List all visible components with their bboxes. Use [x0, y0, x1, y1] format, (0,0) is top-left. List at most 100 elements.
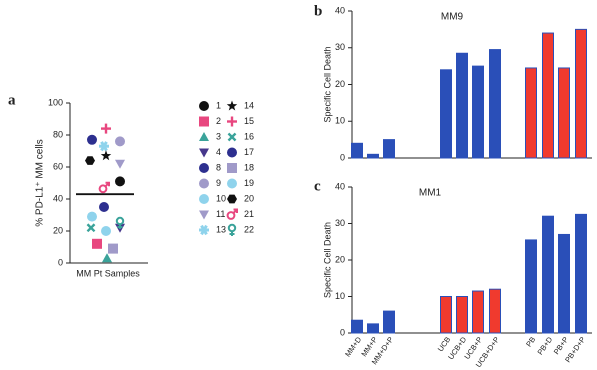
legend-label: 16 — [244, 131, 254, 141]
marker — [87, 134, 97, 145]
marker-shape — [233, 208, 238, 213]
marker — [86, 223, 96, 233]
x-axis-label: MM Pt Samples — [76, 268, 140, 278]
bar — [351, 319, 363, 334]
marker-shape — [108, 243, 118, 254]
bar — [472, 290, 484, 334]
legend-marker — [199, 224, 209, 236]
marker-shape — [92, 238, 102, 249]
marker-shape — [227, 178, 237, 189]
bar — [575, 28, 587, 159]
legend-label: 18 — [244, 162, 254, 172]
legend-label: 11 — [216, 209, 225, 219]
bar — [351, 142, 363, 159]
marker-shape — [86, 223, 96, 233]
marker — [99, 202, 109, 212]
marker-shape — [199, 148, 209, 158]
bar — [558, 67, 570, 159]
bar — [472, 65, 484, 159]
marker-shape — [100, 150, 112, 161]
marker — [87, 211, 97, 222]
marker-shape — [199, 194, 209, 204]
bar — [456, 52, 468, 159]
marker-shape — [200, 224, 208, 236]
legend-marker — [226, 208, 238, 220]
marker-shape — [115, 136, 125, 147]
marker — [101, 226, 111, 236]
bar — [525, 67, 537, 159]
legend-label: 14 — [244, 100, 254, 110]
marker-shape — [227, 147, 237, 158]
legend-marker — [199, 163, 209, 173]
panel-letter: c — [314, 178, 321, 194]
marker — [115, 136, 125, 147]
y-axis-label: % PD-L1⁺ MM cells — [35, 139, 46, 227]
marker-shape — [227, 223, 237, 233]
legend-label: 10 — [216, 193, 226, 203]
marker — [100, 150, 112, 161]
legend-marker — [199, 210, 209, 220]
y-tick-label: 60 — [53, 161, 63, 171]
y-tick-label: 40 — [335, 181, 345, 191]
x-tick-label: PB+D — [536, 335, 555, 357]
marker-shape — [199, 101, 209, 111]
marker — [108, 243, 118, 254]
bar — [558, 233, 570, 334]
y-tick-label: 100 — [48, 97, 63, 107]
legend-marker — [199, 116, 209, 127]
bar — [542, 215, 554, 334]
legend-marker — [227, 178, 237, 189]
panel-letter: b — [314, 3, 322, 19]
y-tick-label: 40 — [335, 5, 345, 15]
legend-marker — [227, 116, 237, 127]
bar — [575, 213, 587, 334]
marker-shape — [101, 226, 111, 236]
marker-shape — [105, 181, 110, 187]
marker-shape — [99, 202, 109, 212]
marker-shape — [115, 176, 125, 187]
bar — [367, 323, 379, 334]
marker-shape — [115, 159, 125, 169]
legend-label: 19 — [244, 178, 254, 188]
bar — [489, 288, 501, 334]
bar — [542, 32, 554, 159]
marker-shape — [227, 163, 237, 173]
y-tick-label: 10 — [335, 116, 345, 126]
legend-label: 13 — [216, 224, 226, 234]
marker-shape — [227, 132, 237, 142]
legend-marker — [227, 147, 237, 158]
bar — [456, 296, 468, 334]
legend-marker — [227, 223, 237, 236]
marker-shape — [226, 100, 238, 111]
y-tick-label: 40 — [53, 193, 63, 203]
legend-label: 3 — [216, 131, 221, 141]
marker-shape — [102, 253, 112, 263]
x-tick-label: PB — [524, 335, 537, 348]
marker-shape — [199, 178, 209, 189]
y-tick-label: 20 — [335, 254, 345, 264]
bar — [489, 49, 501, 159]
y-tick-label: 20 — [53, 225, 63, 235]
y-axis-label: Specific Cell Death — [322, 46, 332, 122]
chart-title: MM9 — [441, 12, 464, 23]
marker — [115, 176, 125, 187]
marker-shape — [100, 141, 108, 152]
bar — [525, 239, 537, 334]
marker-shape — [98, 184, 108, 194]
y-tick-label: 0 — [340, 152, 345, 162]
y-tick-label: 10 — [335, 291, 345, 301]
y-tick-label: 0 — [58, 257, 63, 267]
legend-marker — [199, 178, 209, 189]
legend-label: 15 — [244, 116, 254, 126]
marker-shape — [199, 132, 209, 141]
marker — [115, 159, 125, 169]
legend-label: 9 — [216, 178, 221, 188]
y-tick-label: 30 — [335, 42, 345, 52]
marker-shape — [199, 210, 209, 220]
legend-label: 1 — [216, 100, 221, 110]
bar — [383, 310, 395, 334]
legend-marker — [199, 132, 209, 141]
marker-shape — [227, 194, 237, 204]
legend-marker — [199, 194, 209, 204]
